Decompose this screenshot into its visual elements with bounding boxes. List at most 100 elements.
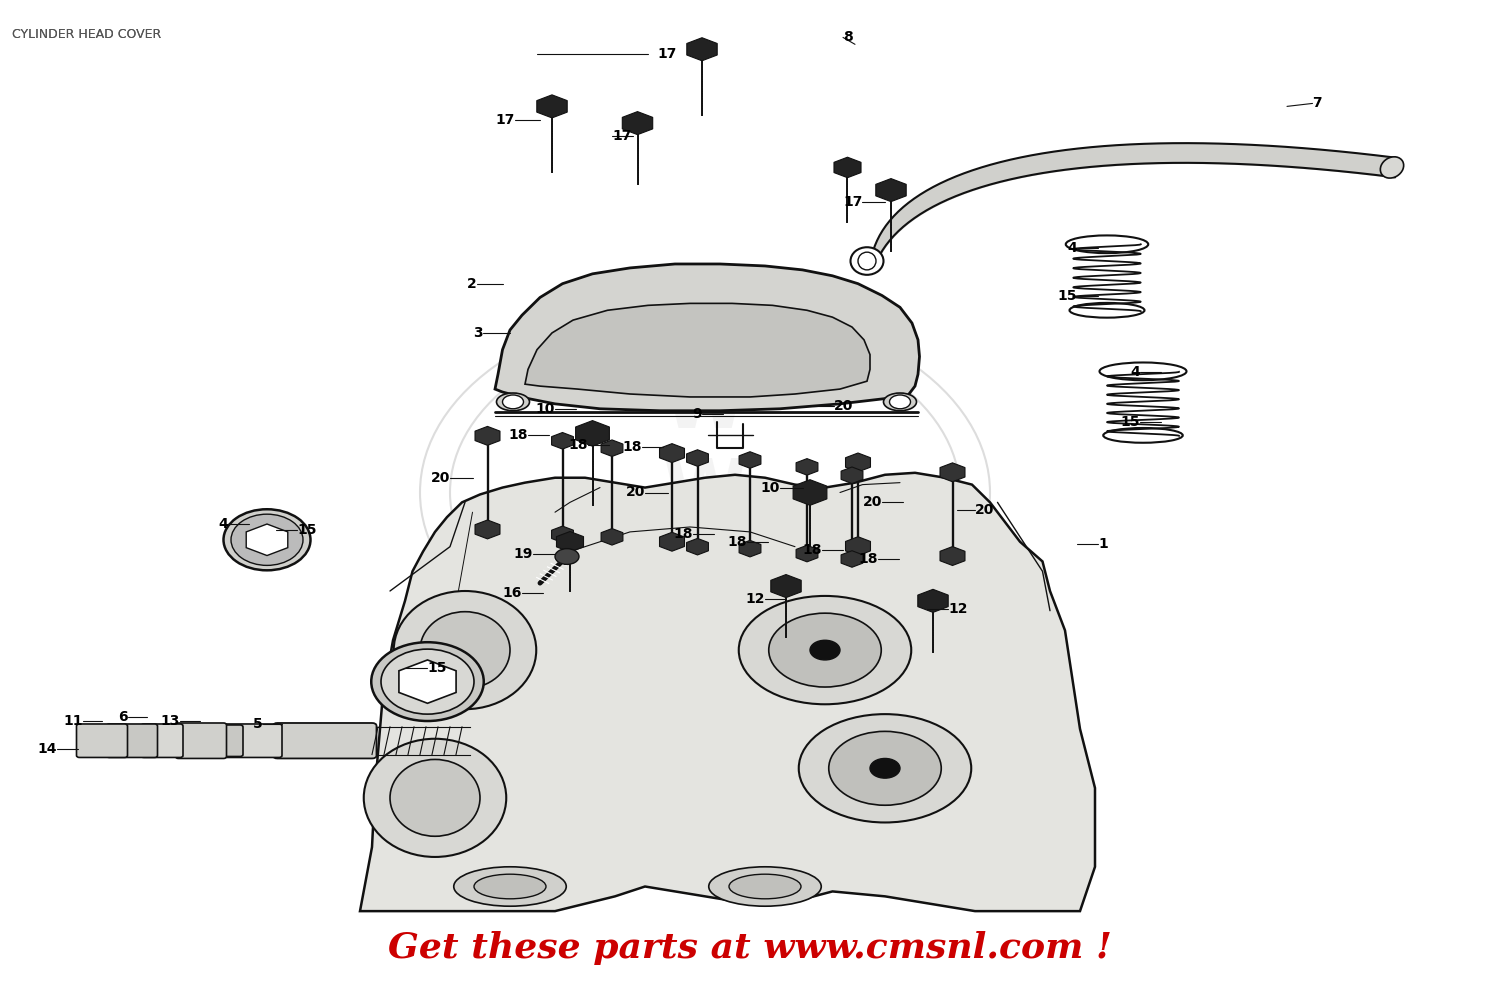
Polygon shape: [842, 551, 862, 567]
Polygon shape: [660, 443, 684, 463]
Polygon shape: [842, 467, 862, 484]
Text: 15: 15: [1058, 289, 1077, 302]
Ellipse shape: [770, 613, 882, 688]
Polygon shape: [476, 520, 500, 539]
FancyBboxPatch shape: [176, 723, 226, 758]
Ellipse shape: [740, 596, 912, 704]
Text: 19: 19: [513, 547, 532, 560]
Text: 18: 18: [622, 440, 642, 454]
Text: 13: 13: [160, 714, 180, 728]
Ellipse shape: [884, 393, 916, 411]
Text: 12: 12: [746, 592, 765, 606]
Text: CYLINDER HEAD COVER: CYLINDER HEAD COVER: [12, 28, 162, 40]
Ellipse shape: [393, 591, 537, 709]
Text: 20: 20: [975, 503, 994, 517]
Circle shape: [890, 395, 910, 409]
Polygon shape: [399, 660, 456, 703]
Ellipse shape: [381, 649, 474, 714]
Text: 17: 17: [612, 129, 632, 143]
Polygon shape: [771, 574, 801, 598]
Text: 18: 18: [568, 438, 588, 452]
Text: 4: 4: [1068, 241, 1077, 255]
Ellipse shape: [828, 731, 942, 806]
Polygon shape: [940, 463, 964, 482]
Polygon shape: [940, 547, 964, 565]
Text: 7: 7: [1312, 97, 1322, 110]
FancyBboxPatch shape: [141, 724, 183, 757]
Polygon shape: [576, 421, 609, 446]
Text: 14: 14: [38, 742, 57, 755]
Text: Get these parts at www.cmsnl.com !: Get these parts at www.cmsnl.com !: [388, 931, 1112, 964]
FancyBboxPatch shape: [106, 724, 158, 757]
Text: 3: 3: [474, 326, 483, 340]
Polygon shape: [918, 589, 948, 613]
Text: 15: 15: [1120, 415, 1140, 428]
Circle shape: [870, 758, 900, 778]
Text: 15: 15: [427, 661, 447, 675]
Polygon shape: [525, 303, 870, 397]
Text: CYLINDER HEAD COVER: CYLINDER HEAD COVER: [12, 28, 162, 40]
FancyBboxPatch shape: [273, 723, 376, 758]
Text: 10: 10: [760, 481, 780, 494]
Polygon shape: [687, 450, 708, 466]
Text: 5: 5: [252, 717, 262, 731]
Ellipse shape: [363, 739, 506, 857]
Ellipse shape: [224, 509, 310, 570]
Polygon shape: [834, 158, 861, 177]
Polygon shape: [687, 539, 708, 555]
Ellipse shape: [231, 514, 303, 565]
Text: 18: 18: [802, 543, 822, 557]
Ellipse shape: [729, 875, 801, 898]
FancyBboxPatch shape: [76, 724, 128, 757]
Text: 18: 18: [858, 553, 877, 566]
Ellipse shape: [420, 612, 510, 689]
Text: 10: 10: [536, 402, 555, 416]
Ellipse shape: [496, 393, 530, 411]
Text: 18: 18: [674, 527, 693, 541]
Circle shape: [810, 640, 840, 660]
Text: 12: 12: [948, 602, 968, 616]
Text: 20: 20: [626, 486, 645, 499]
Polygon shape: [796, 546, 818, 561]
FancyBboxPatch shape: [201, 725, 243, 756]
Text: 20: 20: [834, 399, 854, 413]
Text: 9: 9: [693, 407, 702, 421]
Text: 17: 17: [843, 195, 862, 209]
Polygon shape: [556, 532, 584, 552]
Polygon shape: [846, 537, 870, 556]
Ellipse shape: [390, 759, 480, 836]
Text: 17: 17: [657, 47, 676, 61]
Text: 20: 20: [862, 495, 882, 509]
Text: 4: 4: [219, 517, 228, 531]
Text: 2: 2: [468, 277, 477, 291]
Ellipse shape: [370, 642, 483, 721]
Ellipse shape: [454, 867, 567, 906]
Ellipse shape: [850, 247, 883, 275]
Polygon shape: [552, 432, 573, 449]
Polygon shape: [476, 427, 500, 445]
Polygon shape: [687, 37, 717, 61]
Polygon shape: [794, 480, 826, 505]
Polygon shape: [660, 532, 684, 552]
Text: 1: 1: [1098, 537, 1107, 551]
Polygon shape: [622, 111, 652, 135]
Text: 18: 18: [509, 428, 528, 442]
Text: 20: 20: [430, 471, 450, 485]
Ellipse shape: [474, 875, 546, 898]
Circle shape: [555, 549, 579, 564]
Polygon shape: [846, 453, 870, 472]
Text: W
W
W: W W W: [663, 370, 747, 615]
Polygon shape: [796, 459, 818, 475]
Polygon shape: [537, 95, 567, 118]
Polygon shape: [876, 178, 906, 202]
Polygon shape: [740, 452, 760, 468]
Polygon shape: [246, 524, 288, 556]
Text: 11: 11: [63, 714, 82, 728]
Polygon shape: [602, 440, 622, 456]
Polygon shape: [552, 526, 573, 543]
Circle shape: [503, 395, 524, 409]
Text: 8: 8: [843, 31, 852, 44]
Ellipse shape: [708, 867, 822, 906]
Polygon shape: [740, 541, 760, 557]
Text: 15: 15: [297, 523, 316, 537]
